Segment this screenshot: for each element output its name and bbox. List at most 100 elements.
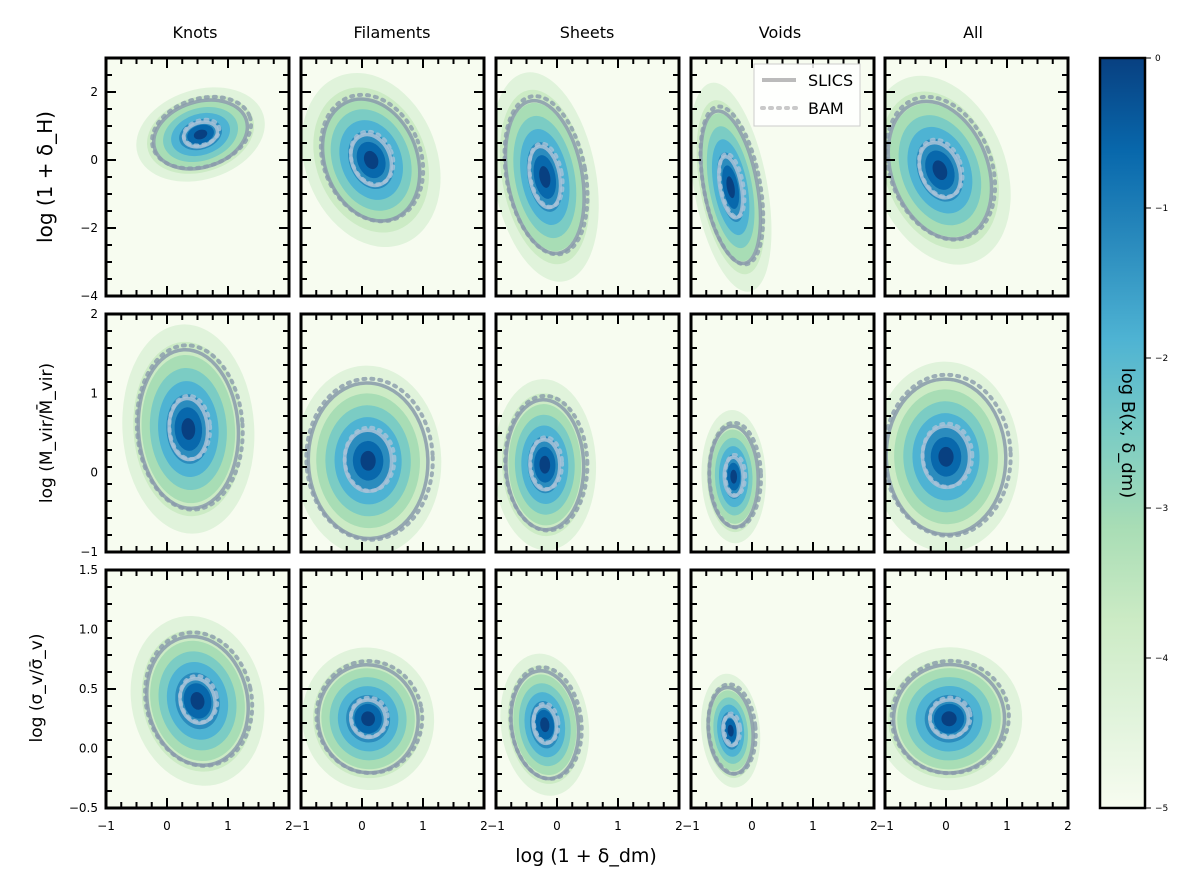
y-tick-label: −4 — [80, 289, 98, 303]
contour-bam — [349, 695, 390, 739]
colorbar-tick-label: −2 — [1155, 354, 1168, 364]
x-tick-label: 1 — [1003, 819, 1011, 833]
xlabel: log (1 + δ_dm) — [515, 845, 657, 867]
column-title-knots: Knots — [172, 23, 217, 42]
panel-all-row-3: −1 0 1 2 — [876, 568, 1072, 833]
contour-bam — [717, 151, 747, 220]
contour-bam — [304, 376, 435, 542]
column-title-all: All — [963, 23, 983, 42]
y-tick-label: −1 — [80, 545, 98, 559]
colorbar: 0 −1 −2 −3 −4 −5 log B(x, δ_dm) — [1098, 54, 1169, 814]
y-tick-label: 1.0 — [79, 623, 98, 637]
y-tick-label: 2 — [90, 307, 98, 321]
column-title-voids: Voids — [759, 23, 801, 42]
x-tick-label: 2 — [675, 819, 683, 833]
contour-bam — [134, 343, 245, 512]
panel-ticks — [690, 57, 875, 297]
panel-sheets-row-1 — [494, 56, 681, 298]
density-level — [727, 724, 734, 737]
contour-bam — [927, 695, 973, 739]
contour-bam — [920, 421, 975, 489]
density-level — [181, 418, 196, 440]
density-level — [938, 446, 954, 467]
x-tick-label: 1 — [614, 819, 622, 833]
contour-bam — [314, 659, 425, 776]
x-tick-label: 2 — [285, 819, 293, 833]
legend-label-bam: BAM — [808, 99, 844, 118]
panel-ticks — [300, 569, 485, 809]
panel-ticks — [300, 313, 485, 553]
x-tick-label: 1 — [809, 819, 817, 833]
y-tick-label: 0 — [90, 153, 98, 167]
contour-bam — [531, 701, 561, 745]
panel-ticks — [884, 569, 1069, 809]
panel-ticks — [495, 569, 680, 809]
y-tick-label: 0 — [90, 466, 98, 480]
density-level — [190, 692, 205, 710]
ylabel-row-2: log (M_vir/M̄_vir) — [35, 363, 57, 503]
contour-bam — [528, 435, 565, 492]
panel-ticks — [300, 57, 485, 297]
density-level — [932, 160, 948, 181]
y-tick-label: 0.0 — [79, 742, 98, 756]
y-tick-label: 2 — [90, 85, 98, 99]
x-tick-label: −1 — [682, 819, 700, 833]
panel-filaments-row-3: −1 0 1 2 — [292, 568, 488, 833]
density-level — [540, 717, 550, 733]
y-tick-label: −0.5 — [69, 801, 98, 815]
panel-all-row-1 — [883, 56, 1070, 298]
contour-bam — [885, 94, 998, 242]
density-level — [363, 150, 379, 170]
contour-bam — [502, 94, 590, 257]
x-tick-label: −1 — [487, 819, 505, 833]
contour-bam — [889, 658, 1011, 776]
density-level — [539, 166, 551, 188]
y-tick-label: 1 — [90, 386, 98, 400]
panel-ticks — [495, 57, 680, 297]
legend: SLICS BAM — [753, 63, 861, 127]
density-level — [730, 469, 738, 484]
column-title-filaments: Filaments — [354, 23, 431, 42]
panel-ticks — [105, 569, 290, 809]
colorbar-tick-label: −3 — [1155, 504, 1168, 514]
contour-bam — [707, 420, 764, 530]
density-level — [539, 455, 551, 474]
contour-slics — [151, 98, 250, 171]
x-tick-label: −1 — [292, 819, 310, 833]
contour-bam — [181, 117, 222, 148]
ylabel-row-3: log (σ_v/σ̄_v) — [27, 634, 47, 743]
ylabel-row-1: log (1 + δ_H) — [33, 111, 57, 243]
contour-bam — [527, 141, 565, 209]
x-tick-label: 1 — [419, 819, 427, 833]
panel-sheets-row-2 — [494, 312, 681, 554]
contour-bam — [318, 92, 426, 224]
x-tick-label: 0 — [748, 819, 756, 833]
panel-ticks — [884, 57, 1069, 297]
contour-bam — [178, 674, 220, 725]
panel-ticks — [105, 57, 290, 297]
legend-label-slics: SLICS — [808, 71, 853, 90]
panel-sheets-row-3: −1 0 1 2 — [487, 568, 683, 833]
contour-slics — [136, 347, 241, 511]
contour-bam — [150, 94, 254, 171]
panel-ticks — [690, 569, 875, 809]
density-level — [726, 176, 735, 199]
panel-voids-row-2 — [689, 312, 876, 554]
x-tick-label: 0 — [163, 819, 171, 833]
panel-ticks — [884, 313, 1069, 553]
contour-bam — [917, 137, 965, 199]
x-tick-label: 0 — [553, 819, 561, 833]
panel-knots-row-2: 2 1 0 −1 — [80, 307, 291, 559]
panel-voids-row-1 — [689, 56, 876, 298]
contour-bam — [143, 630, 255, 768]
panel-ticks — [105, 313, 290, 553]
density-level — [941, 711, 957, 727]
panel-ticks — [690, 313, 875, 553]
panel-ticks — [495, 313, 680, 553]
colorbar-label: log B(x, δ_dm) — [1117, 368, 1138, 499]
contour-bam — [721, 711, 743, 747]
contour-bam — [503, 393, 590, 533]
contour-bam — [508, 665, 584, 781]
x-tick-label: 2 — [1064, 819, 1072, 833]
